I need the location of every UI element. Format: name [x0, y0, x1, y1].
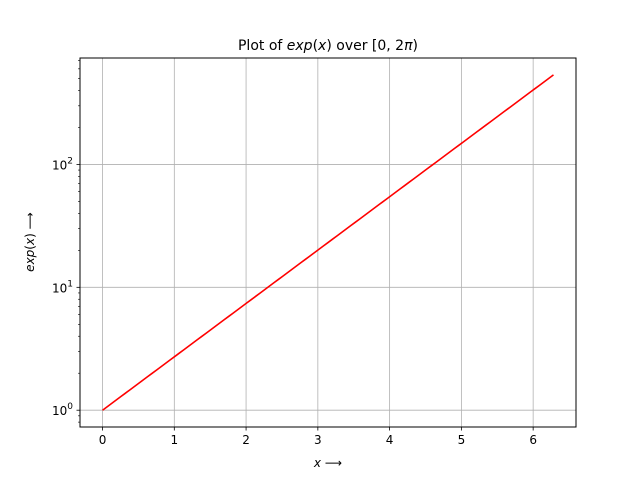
x-tick-label: 1 — [170, 433, 178, 447]
x-tick-label: 6 — [529, 433, 537, 447]
x-tick-label: 3 — [314, 433, 322, 447]
ticks: 0 1 2 3 4 5 6 100 101 102 — [52, 60, 537, 447]
x-tick-label: 2 — [242, 433, 250, 447]
series-line — [102, 74, 554, 411]
plot-frame — [79, 57, 577, 428]
y-tick-label: 100 — [52, 402, 73, 418]
y-tick-label: 102 — [52, 156, 73, 172]
series-layer — [102, 74, 554, 411]
x-tick-label: 5 — [458, 433, 466, 447]
y-axis-label: exp(x) ⟶ — [23, 212, 37, 272]
chart-title: Plot of exp(x) over [0, 2π) — [238, 38, 418, 54]
y-tick-label: 101 — [52, 279, 73, 295]
grid — [80, 58, 576, 427]
x-tick-label: 4 — [386, 433, 394, 447]
x-axis-label: x ⟶ — [313, 456, 342, 470]
x-tick-label: 0 — [99, 433, 107, 447]
